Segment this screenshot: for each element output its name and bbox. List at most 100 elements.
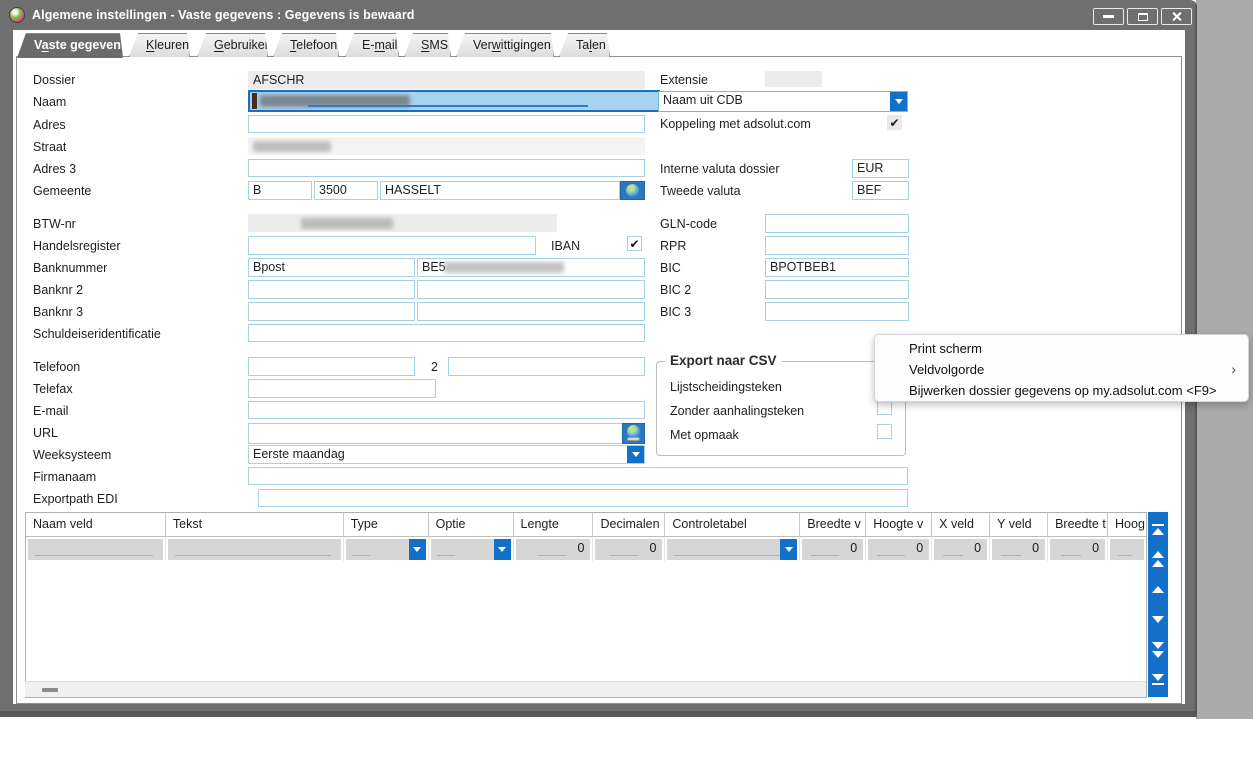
app-window: Algemene instellingen - Vaste gegevens :… (0, 0, 1197, 717)
cell-naam-veld[interactable] (26, 538, 166, 561)
gemeente-lookup-button[interactable] (620, 181, 645, 200)
bic-field[interactable]: BPOTBEB1 (765, 258, 909, 277)
telefax-field[interactable] (248, 379, 436, 398)
scroll-page-down-button[interactable] (1148, 637, 1168, 663)
chevron-down-icon[interactable] (408, 539, 426, 560)
col-tekst: Tekst (166, 513, 344, 536)
cell-breedte-t[interactable]: 0 (1048, 538, 1109, 561)
banknr3-rekening-field[interactable] (417, 302, 645, 321)
lijstscheidingsteken-label: Lijstscheidingsteken (670, 380, 782, 394)
url-label: URL (33, 426, 59, 440)
tab-gebruiker[interactable]: Gebruiker (197, 33, 268, 57)
straat-field[interactable] (248, 137, 645, 155)
koppeling-checkbox[interactable]: ✔ (887, 115, 902, 130)
cell-hoogte-v[interactable]: 0 (866, 538, 933, 561)
bic2-field[interactable] (765, 280, 909, 299)
cell-controletabel[interactable] (665, 538, 801, 561)
met-opmaak-label: Met opmaak (670, 428, 739, 442)
menu-item-print-scherm[interactable]: Print scherm (909, 341, 982, 356)
chevron-down-icon[interactable] (780, 539, 798, 560)
naam-uit-cdb-combobox[interactable]: Naam uit CDB (658, 91, 908, 112)
adres-field[interactable] (248, 115, 645, 133)
url-open-button[interactable] (622, 423, 645, 444)
firmanaam-field[interactable] (248, 467, 908, 485)
cell-breedte-v[interactable]: 0 (800, 538, 867, 561)
tab-vaste-gegevens[interactable]: Vaste gegevens (17, 33, 123, 58)
banknummer-bank-field[interactable]: Bpost (248, 258, 415, 277)
telefoon-field[interactable] (248, 357, 415, 376)
email-field[interactable] (248, 401, 645, 419)
maximize-button[interactable] (1127, 8, 1158, 25)
exportpath-field[interactable] (258, 489, 908, 507)
handelsregister-field[interactable] (248, 236, 536, 255)
col-breedte-t: Breedte t (1048, 513, 1109, 536)
tab-telefoon[interactable]: Telefoon (273, 33, 339, 57)
cell-lengte[interactable]: 0 (514, 538, 594, 561)
handelsregister-label: Handelsregister (33, 239, 121, 253)
koppeling-label: Koppeling met adsolut.com (660, 117, 811, 131)
window-title: Algemene instellingen - Vaste gegevens :… (32, 8, 415, 22)
app-icon (9, 7, 25, 23)
cell-type[interactable] (344, 538, 429, 561)
tab-kleuren[interactable]: Kleuren (129, 33, 190, 57)
tweede-valuta-field[interactable]: BEF (852, 181, 909, 200)
menu-item-veldvolgorde[interactable]: Veldvolgorde › (875, 359, 1248, 380)
weeksysteem-label: Weeksysteem (33, 448, 112, 462)
cell-hoog[interactable] (1108, 538, 1146, 561)
banknr2-bank-field[interactable] (248, 280, 415, 299)
export-csv-group: Export naar CSV Lijstscheidingsteken Zon… (656, 353, 906, 456)
scroll-down-button[interactable] (1148, 607, 1168, 633)
schuldeiser-field[interactable] (248, 324, 645, 342)
bic2-label: BIC 2 (660, 283, 692, 297)
maximize-icon (1137, 12, 1148, 21)
interne-valuta-field[interactable]: EUR (852, 159, 909, 178)
iban-checkbox[interactable]: ✔ (627, 236, 642, 251)
table-header-row: Naam veld Tekst Type Optie Lengte Decima… (26, 513, 1146, 537)
telefoon2-field[interactable] (448, 357, 645, 376)
col-y-veld: Y veld (990, 513, 1049, 536)
scroll-up-button[interactable] (1148, 576, 1168, 602)
cell-x-veld[interactable]: 0 (932, 538, 991, 561)
tab-talen[interactable]: Talen (559, 33, 610, 57)
straat-label: Straat (33, 140, 67, 154)
zonder-aanhalingsteken-checkbox[interactable] (877, 400, 892, 415)
gln-field[interactable] (765, 214, 909, 233)
banknummer-rekening-field[interactable]: BE5 (417, 258, 645, 277)
cell-optie[interactable] (429, 538, 514, 561)
chevron-down-icon[interactable] (493, 539, 511, 560)
gemeente-plaats-field[interactable]: HASSELT (380, 181, 620, 200)
rpr-field[interactable] (765, 236, 909, 255)
field-table: Naam veld Tekst Type Optie Lengte Decima… (25, 512, 1147, 698)
naam-field[interactable] (248, 90, 660, 112)
scroll-first-button[interactable] (1148, 516, 1168, 542)
titlebar[interactable]: Algemene instellingen - Vaste gegevens :… (0, 0, 1197, 30)
gemeente-land-field[interactable]: B (248, 181, 312, 200)
cell-tekst[interactable] (166, 538, 344, 561)
minimize-button[interactable] (1093, 8, 1124, 25)
banknr2-rekening-field[interactable] (417, 280, 645, 299)
bic3-field[interactable] (765, 302, 909, 321)
url-field[interactable] (248, 423, 645, 444)
gemeente-postcode-field[interactable]: 3500 (314, 181, 378, 200)
close-button[interactable] (1161, 8, 1192, 25)
horizontal-scrollbar-thumb[interactable] (42, 688, 58, 692)
tab-verwittigingen[interactable]: Verwittigingen (456, 33, 554, 57)
adres3-field[interactable] (248, 159, 645, 177)
met-opmaak-checkbox[interactable] (877, 424, 892, 439)
cell-decimalen[interactable]: 0 (593, 538, 666, 561)
telefoon2-label: 2 (431, 360, 438, 374)
banknr3-bank-field[interactable] (248, 302, 415, 321)
scroll-page-up-button[interactable] (1148, 546, 1168, 572)
chevron-down-icon[interactable] (627, 446, 644, 463)
horizontal-scrollbar[interactable] (25, 681, 1146, 697)
tab-email[interactable]: E-mail (345, 33, 399, 57)
adres-label: Adres (33, 118, 66, 132)
gln-label: GLN-code (660, 217, 717, 231)
cell-y-veld[interactable]: 0 (990, 538, 1049, 561)
menu-item-bijwerken-dossier[interactable]: Bijwerken dossier gegevens op my.adsolut… (909, 383, 1217, 398)
naam-label: Naam (33, 95, 67, 109)
chevron-down-icon[interactable] (890, 92, 907, 111)
weeksysteem-combobox[interactable]: Eerste maandag (248, 445, 645, 464)
link-chain-icon (627, 437, 640, 441)
scroll-last-button[interactable] (1148, 667, 1168, 693)
